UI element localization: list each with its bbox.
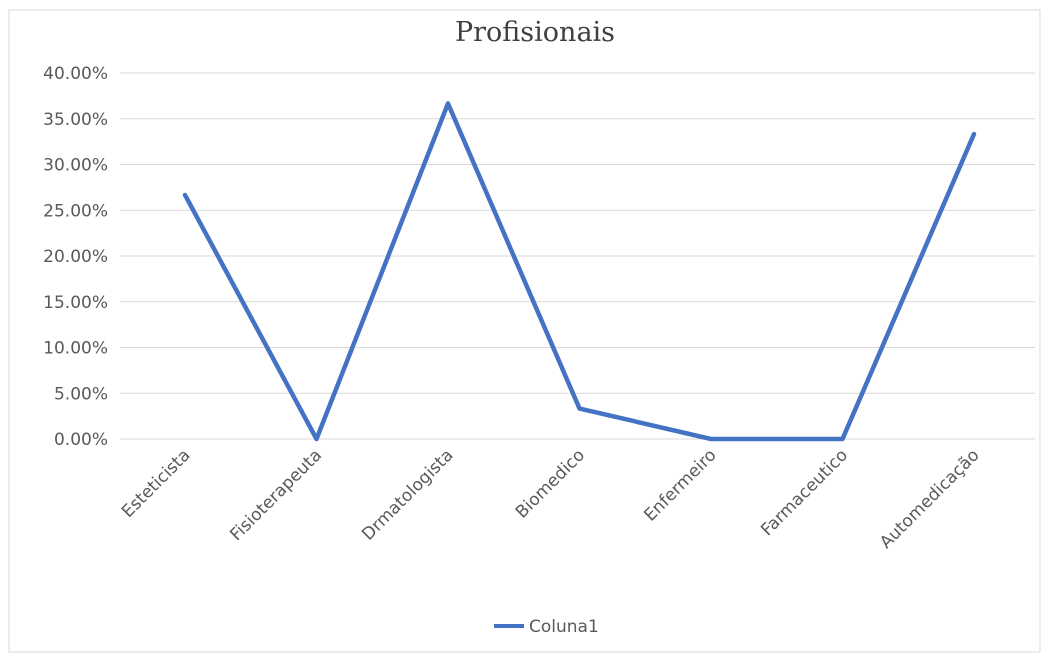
legend-label-coluna1: Coluna1 [529, 617, 599, 637]
data-point [579, 408, 580, 410]
y-tick-label: 5.00% [54, 384, 108, 404]
y-tick-label: 20.00% [43, 247, 108, 267]
data-point [842, 438, 843, 440]
y-axis-ticks: 0.00% 5.00% 10.00% 15.00% 20.00% 25.00% 30.00%… [43, 64, 108, 450]
data-point [710, 438, 712, 440]
chart-title: Profisionais [455, 17, 615, 48]
legend: Coluna1 [494, 617, 599, 637]
data-point [973, 133, 975, 135]
y-tick-label: 40.00% [43, 64, 108, 84]
data-point [447, 102, 449, 104]
y-tick-label: 15.00% [43, 293, 108, 313]
y-tick-label: 0.00% [54, 430, 108, 450]
y-tick-label: 25.00% [43, 201, 108, 221]
data-point [184, 194, 186, 196]
gridlines [120, 72, 1035, 440]
chart-border [8, 9, 1041, 653]
y-tick-label: 30.00% [43, 156, 108, 176]
series-lines [182, 101, 977, 442]
y-tick-label: 35.00% [43, 110, 108, 130]
y-tick-label: 10.00% [43, 339, 108, 359]
data-point [316, 438, 317, 440]
